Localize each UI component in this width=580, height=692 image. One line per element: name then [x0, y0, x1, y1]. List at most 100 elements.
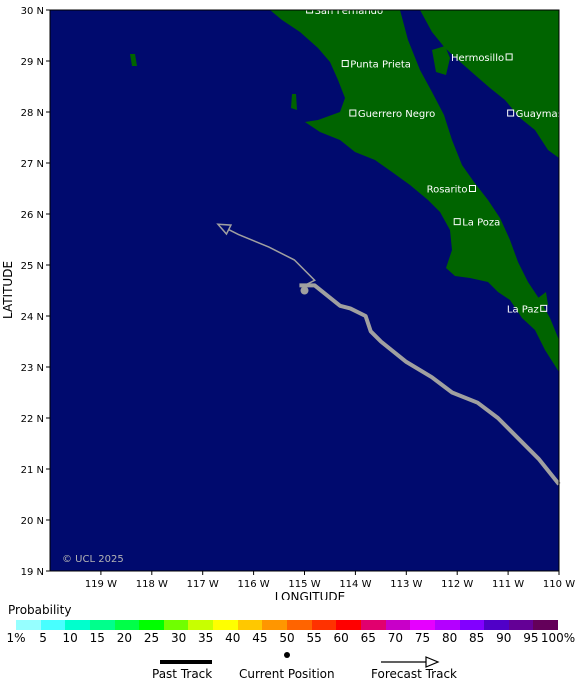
probability-swatch	[508, 620, 534, 630]
probability-tick-label: 95	[523, 631, 539, 645]
current-position-marker	[300, 286, 309, 295]
track-key: Past Track Current Position Forecast Tra…	[0, 652, 580, 690]
isla-san-jose	[538, 292, 548, 308]
probability-tick-label: 35	[198, 631, 214, 645]
past-track-line	[299, 283, 561, 486]
storm-track-map: San Fernando Punta Prieta Hermosillo Guerre…	[1, 6, 575, 600]
lon-tick-label: 112 W	[441, 579, 473, 590]
isla-tiburon	[432, 46, 450, 75]
probability-ticks: 1% 5 10 15 20 25 30 35 40 45 50 55 60 65 70 75 80 85 90 95 1…	[0, 631, 580, 645]
probability-swatch	[163, 620, 189, 630]
probability-tick-label: 5	[39, 631, 47, 645]
probability-tick-label: 80	[441, 631, 458, 645]
forecast-track-line	[217, 223, 316, 287]
probability-swatch	[533, 620, 559, 630]
probability-tick-label: 75	[414, 631, 431, 645]
copyright-label: © UCL 2025	[62, 554, 124, 565]
forecast-track-label: Forecast Track	[371, 667, 457, 681]
legend-title: Probability	[8, 603, 72, 617]
probability-swatch	[262, 620, 288, 630]
probability-tick-label: 25	[143, 631, 160, 645]
lat-tick-label: 24 N	[21, 312, 44, 323]
lon-tick-label: 115 W	[288, 579, 320, 590]
city-label: Guerrero Negro	[358, 109, 435, 120]
lat-tick-label: 30 N	[21, 6, 44, 17]
probability-swatch	[360, 620, 386, 630]
probability-tick-label: 45	[252, 631, 268, 645]
probability-swatch	[385, 620, 411, 630]
isla-angel-de-la-guarda	[378, 34, 396, 64]
lat-tick-label: 26 N	[21, 210, 44, 221]
probability-swatch	[484, 620, 509, 630]
city-marker-icon	[453, 218, 461, 226]
city-label: La Poza	[462, 218, 500, 229]
probability-tick-label: 1%	[6, 631, 26, 645]
city-marker-icon	[540, 304, 548, 312]
probability-swatch	[213, 620, 238, 630]
lat-tick-label: 29 N	[21, 57, 44, 68]
storm-track	[216, 223, 561, 486]
lon-tick-label: 116 W	[238, 579, 270, 590]
isla-cedros	[291, 94, 297, 110]
probability-tick-label: 100%	[540, 631, 576, 645]
probability-tick-label: 65	[360, 631, 376, 645]
lat-tick-label: 19 N	[21, 567, 44, 578]
probability-swatch	[287, 620, 312, 630]
probability-swatch	[336, 620, 361, 630]
probability-swatch	[459, 620, 485, 630]
mainland-mexico	[420, 10, 559, 158]
probability-tick-label: 70	[387, 631, 404, 645]
city-label: Rosarito	[427, 185, 468, 196]
x-axis-label: LONGITUDE	[275, 590, 345, 600]
probability-tick-label: 30	[170, 631, 187, 645]
current-position-swatch	[284, 652, 290, 658]
probability-legend: Probability 1% 5 10 15 20 25 30 35 40 45 50 55 60 65 7…	[0, 600, 580, 690]
probability-swatch	[16, 620, 41, 630]
y-axis-label: LATITUDE	[1, 261, 15, 319]
forecast-arrow-icon	[216, 223, 233, 236]
probability-tick-label: 60	[333, 631, 349, 645]
probability-swatch	[237, 620, 263, 630]
probability-swatch	[311, 620, 337, 630]
city-marker-icon	[468, 185, 476, 192]
probability-swatch	[40, 620, 66, 630]
city-label: Hermosillo	[451, 53, 504, 64]
city-marker-icon	[341, 60, 349, 68]
city-marker-icon	[349, 109, 357, 117]
lon-tick-label: 117 W	[187, 579, 219, 590]
current-position-label: Current Position	[239, 667, 335, 681]
probability-tick-label: 85	[469, 631, 485, 645]
probability-swatch	[65, 620, 90, 630]
probability-swatch	[139, 620, 164, 630]
lat-tick-label: 25 N	[21, 261, 44, 272]
city-label: Punta Prieta	[350, 60, 411, 71]
city-label: Guaymas	[516, 109, 563, 120]
isla-guadalupe	[130, 54, 137, 66]
probability-tick-label: 55	[306, 631, 322, 645]
lat-tick-label: 28 N	[21, 108, 44, 119]
baja-peninsula	[270, 10, 559, 372]
longitude-ticks: 119 W 118 W 117 W 116 W 115 W 114 W 113 W 112 W…	[85, 571, 575, 590]
probability-swatch	[188, 620, 214, 630]
city-marker-icon	[507, 109, 515, 117]
lon-tick-label: 113 W	[390, 579, 422, 590]
lon-tick-label: 111 W	[492, 579, 524, 590]
probability-tick-label: 90	[496, 631, 512, 645]
probability-swatch	[114, 620, 140, 630]
probability-tick-label: 10	[62, 631, 78, 645]
probability-color-scale	[16, 620, 559, 630]
lat-tick-label: 20 N	[21, 516, 44, 527]
lon-tick-label: 119 W	[85, 579, 117, 590]
probability-tick-label: 50	[279, 631, 295, 645]
probability-tick-label: 20	[116, 631, 133, 645]
probability-tick-label: 40	[225, 631, 241, 645]
lat-tick-label: 21 N	[21, 465, 44, 476]
probability-tick-label: 15	[89, 631, 105, 645]
lon-tick-label: 118 W	[136, 579, 168, 590]
city-label: San Fernando	[315, 6, 384, 17]
probability-swatch	[434, 620, 460, 630]
forecast-arrow-icon	[425, 656, 440, 668]
city-label: La Paz	[507, 304, 539, 315]
probability-swatch	[89, 620, 115, 630]
lat-tick-label: 23 N	[21, 363, 44, 374]
